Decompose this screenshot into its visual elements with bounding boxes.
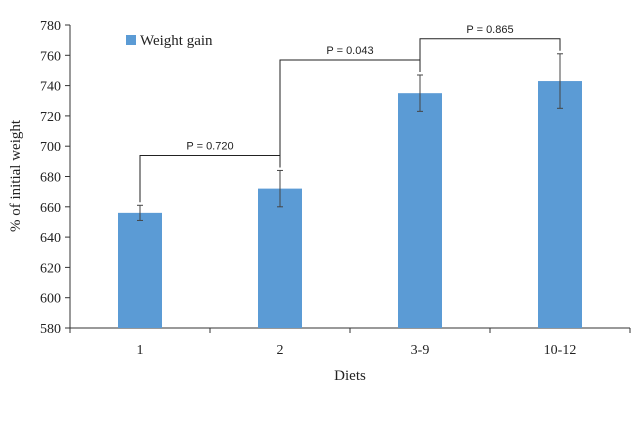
- x-axis-title: Diets: [334, 368, 366, 384]
- x-ticks: 1 2 3-9 10-12: [69, 328, 631, 358]
- x-axis: 1 2 3-9 10-12: [69, 327, 631, 358]
- p-value-label: P = 0.043: [326, 45, 373, 57]
- y-tick-label: 640: [40, 231, 61, 246]
- y-tick-label: 660: [40, 201, 61, 216]
- legend-swatch: [126, 35, 136, 45]
- y-ticks: 580 600 620 640 660 680 700 720 740 760 780: [40, 19, 70, 337]
- y-tick-label: 580: [40, 322, 61, 337]
- p-value-label: P = 0.720: [186, 140, 233, 152]
- x-tick-label: 3-9: [411, 343, 430, 358]
- bar: [398, 93, 442, 328]
- y-tick-label: 680: [40, 171, 61, 186]
- legend: Weight gain: [126, 33, 213, 49]
- y-tick-label: 780: [40, 19, 61, 34]
- x-tick-label: 2: [277, 343, 284, 358]
- y-tick-label: 600: [40, 292, 61, 307]
- y-tick-label: 720: [40, 110, 61, 125]
- y-tick-label: 740: [40, 80, 61, 95]
- y-tick-label: 760: [40, 49, 61, 64]
- y-axis-title: % of initial weight: [8, 119, 24, 232]
- bar: [258, 188, 302, 328]
- error-bars: [137, 53, 563, 221]
- y-tick-label: 620: [40, 261, 61, 276]
- significance-brackets: P = 0.720 P = 0.043 P = 0.865: [139, 24, 561, 203]
- x-tick-label: 1: [137, 343, 144, 358]
- bar: [118, 212, 162, 328]
- bracket-line: [419, 38, 561, 72]
- bars: [118, 81, 582, 329]
- y-tick-label: 700: [40, 140, 61, 155]
- bar: [538, 81, 582, 329]
- y-axis: 580 600 620 640 660 680 700 720 740 760 780: [40, 19, 71, 337]
- legend-label: Weight gain: [140, 33, 213, 49]
- x-tick-label: 10-12: [544, 343, 577, 358]
- p-value-label: P = 0.865: [466, 24, 513, 36]
